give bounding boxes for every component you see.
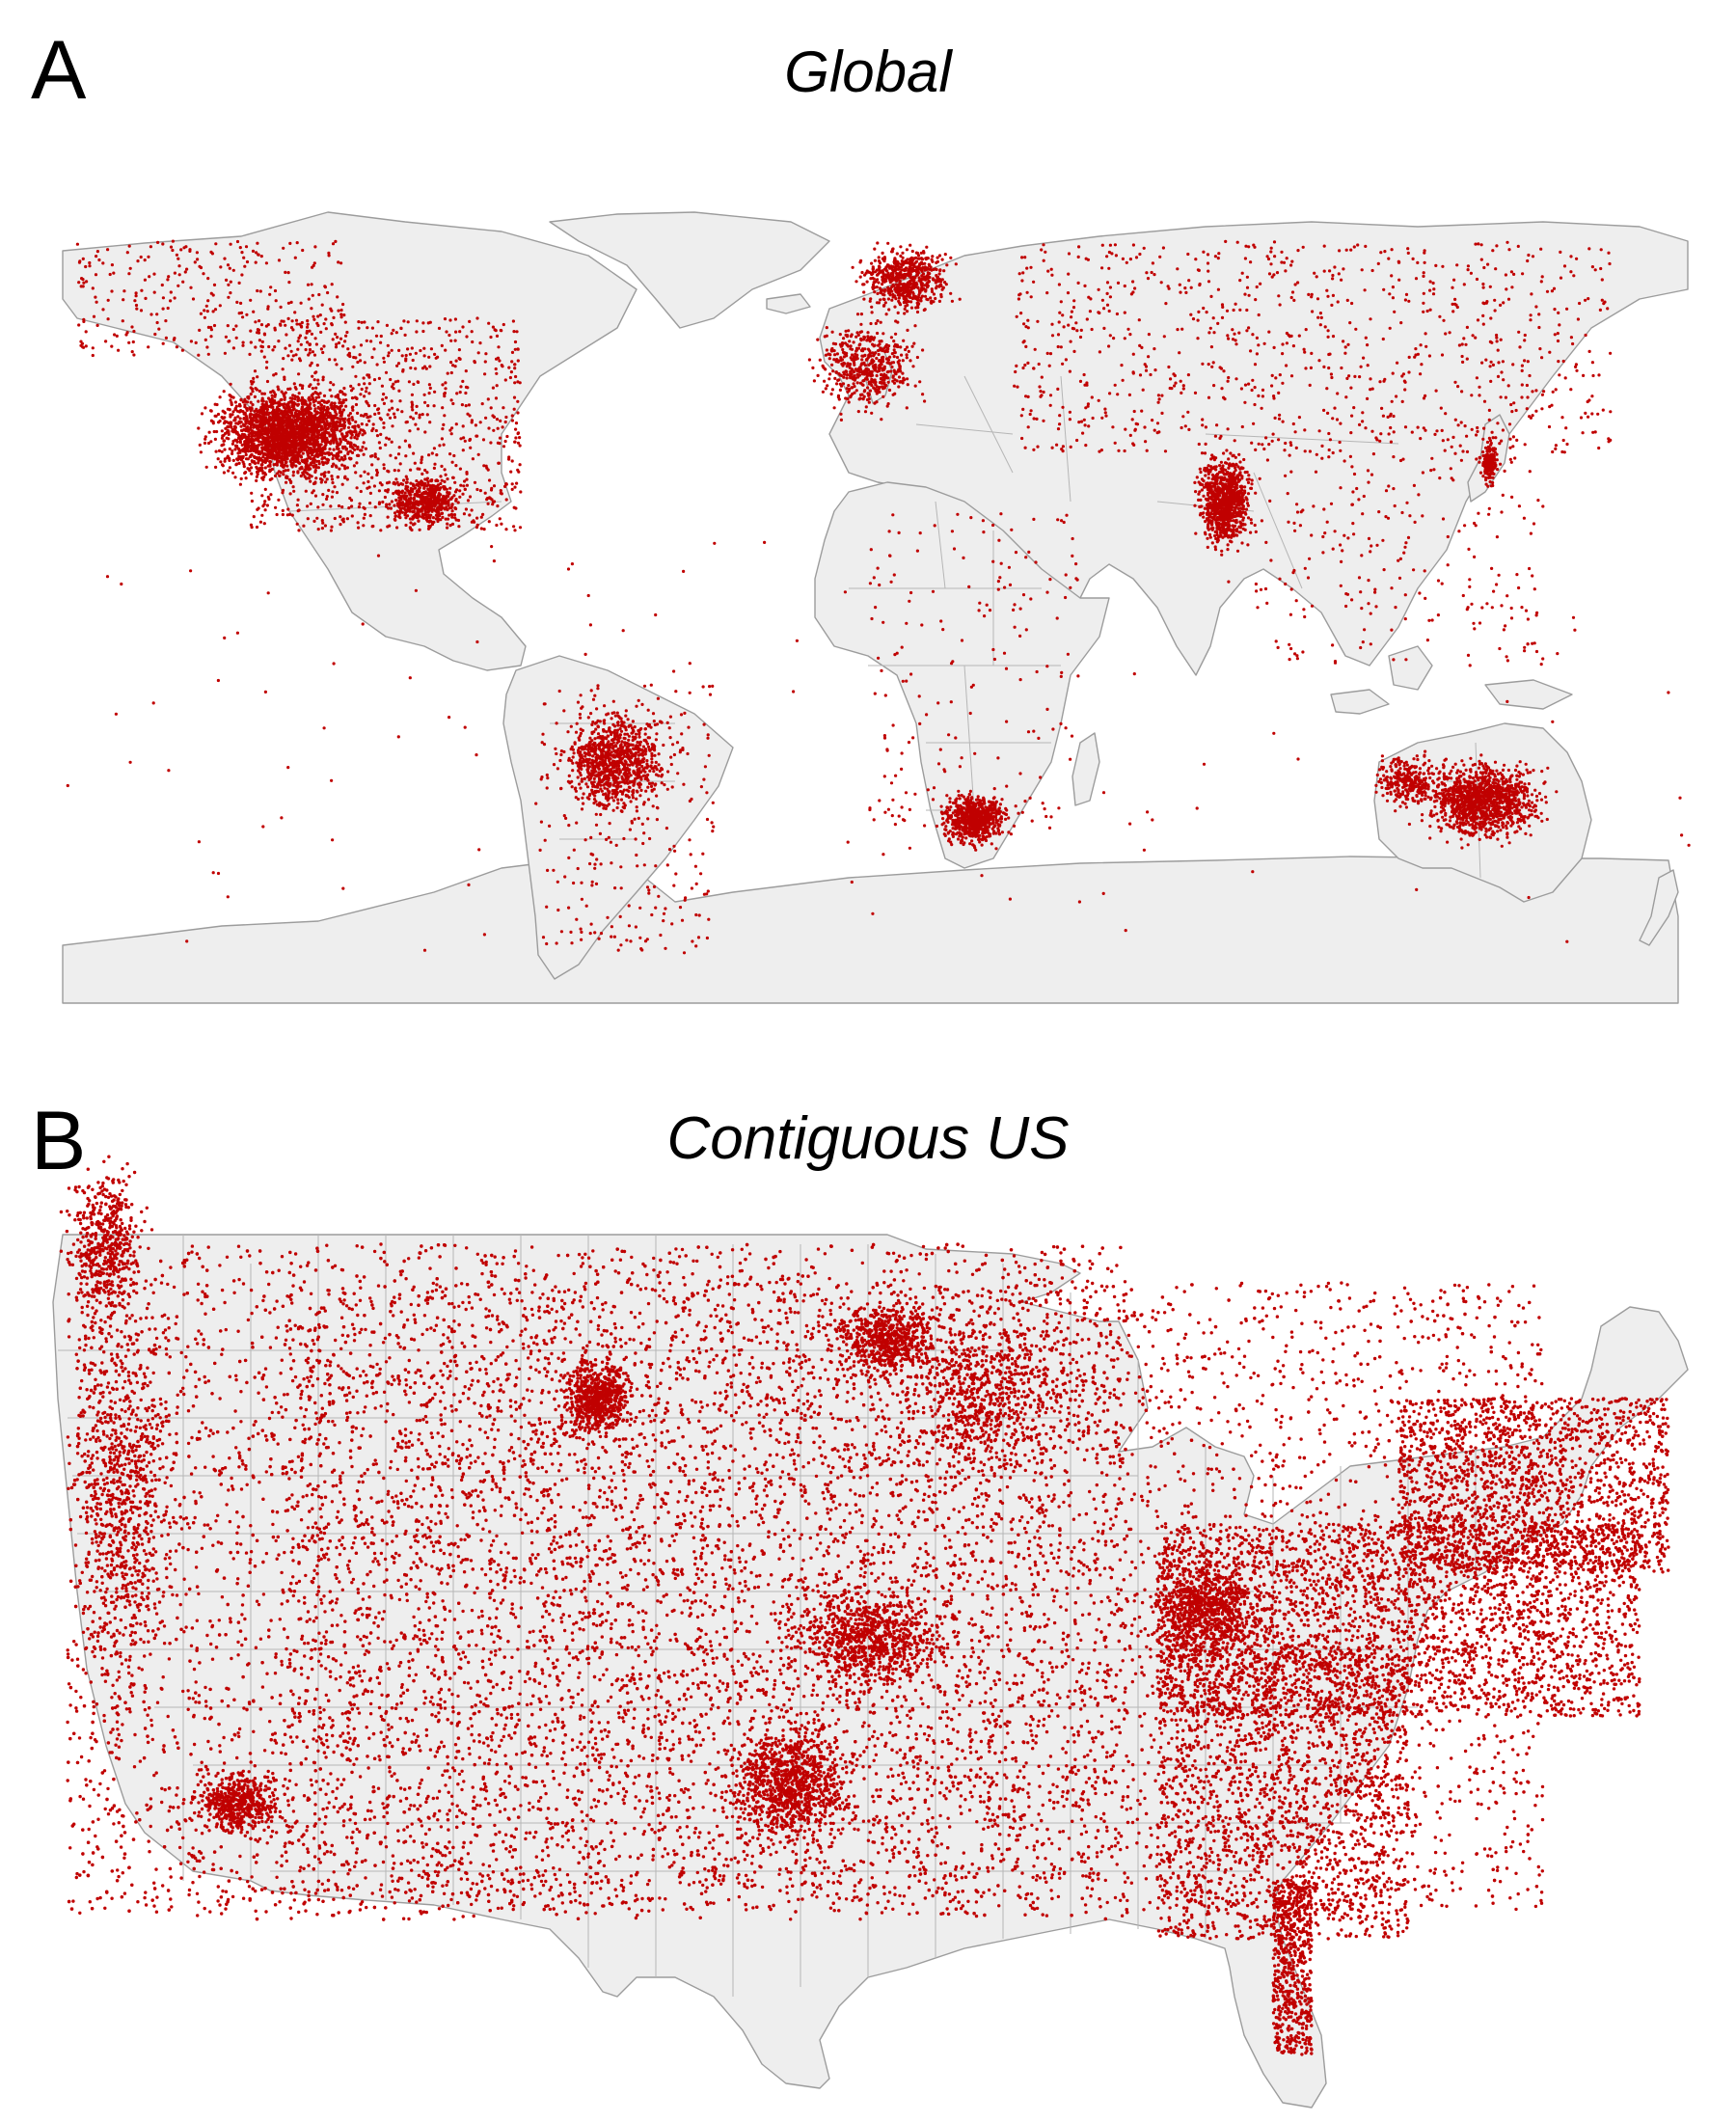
global-observation-dots [66, 239, 1691, 955]
iceland [766, 293, 811, 314]
south-america [502, 655, 734, 980]
contiguous-us-map [52, 1155, 1689, 2108]
new-zealand [1639, 869, 1679, 946]
antarctica [62, 856, 1679, 1004]
panel-b-title: Contiguous US [0, 1109, 1736, 1169]
greenland [549, 211, 830, 329]
global-map [62, 211, 1691, 1004]
panel-a-letter: A [31, 29, 86, 112]
new-guinea [1484, 679, 1573, 710]
africa [814, 481, 1110, 869]
us-observation-dots [59, 1155, 1670, 2056]
indonesia [1330, 689, 1390, 715]
madagascar [1071, 732, 1100, 806]
borneo [1388, 645, 1433, 691]
panel-b-letter: B [31, 1100, 86, 1183]
north-america [62, 211, 637, 671]
panel-a-title: Global [0, 43, 1736, 101]
